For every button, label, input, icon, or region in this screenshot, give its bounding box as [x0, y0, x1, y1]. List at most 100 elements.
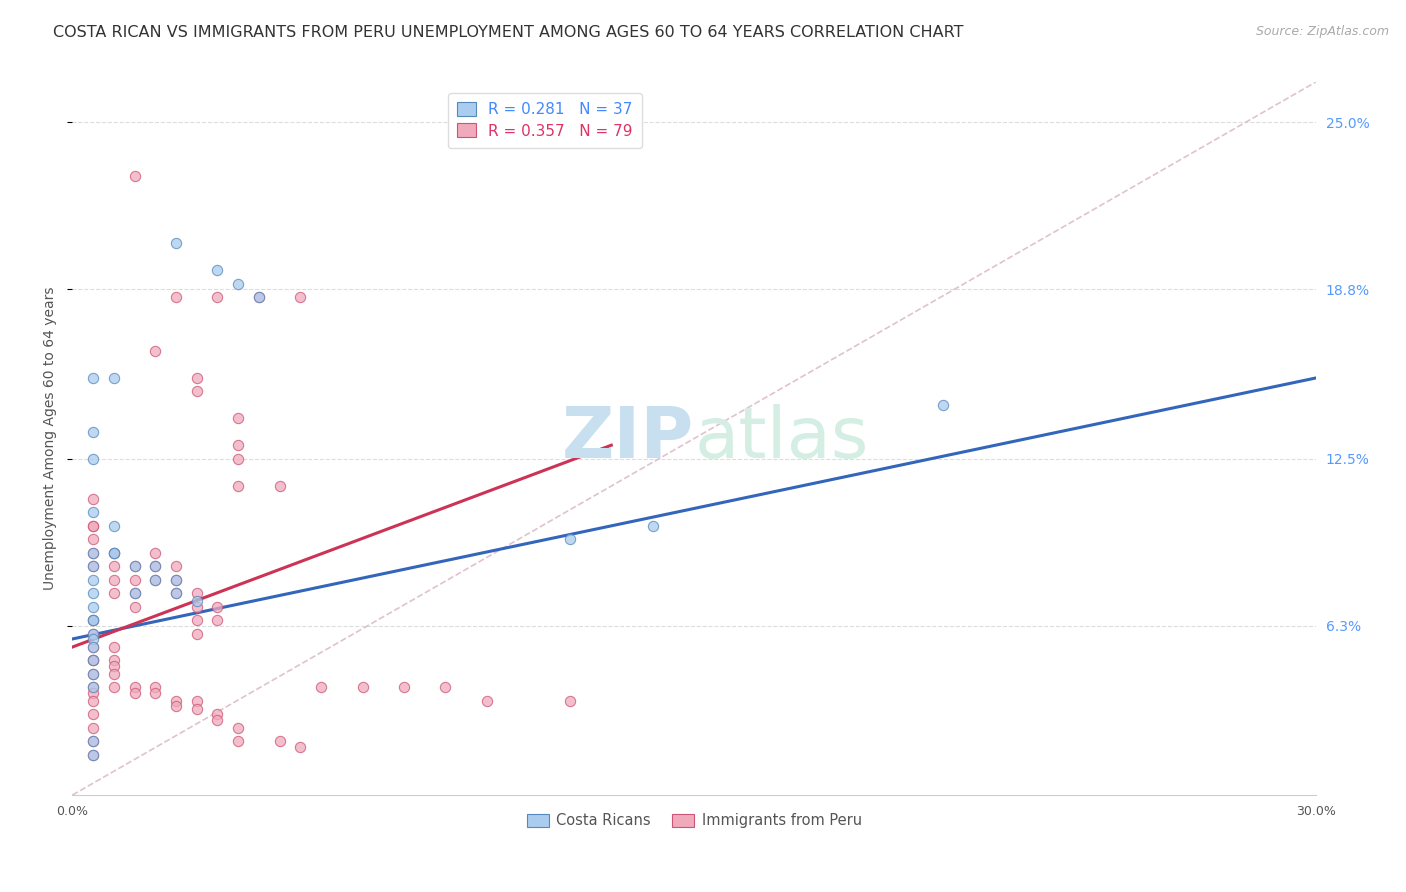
Point	[82, 694, 104, 708]
Point	[226, 478, 249, 492]
Point	[82, 559, 104, 574]
Point	[932, 398, 955, 412]
Point	[434, 681, 457, 695]
Point	[165, 694, 187, 708]
Point	[207, 290, 229, 304]
Point	[82, 371, 104, 385]
Point	[82, 613, 104, 627]
Point	[82, 519, 104, 533]
Point	[475, 694, 498, 708]
Point	[82, 667, 104, 681]
Point	[82, 546, 104, 560]
Point	[558, 533, 581, 547]
Point	[392, 681, 415, 695]
Point	[82, 686, 104, 700]
Point	[82, 734, 104, 748]
Point	[186, 371, 208, 385]
Point	[143, 573, 166, 587]
Point	[82, 613, 104, 627]
Y-axis label: Unemployment Among Ages 60 to 64 years: Unemployment Among Ages 60 to 64 years	[44, 286, 58, 591]
Text: ZIP: ZIP	[562, 404, 695, 473]
Point	[103, 681, 125, 695]
Point	[143, 559, 166, 574]
Point	[103, 658, 125, 673]
Point	[207, 713, 229, 727]
Point	[82, 640, 104, 654]
Point	[82, 653, 104, 667]
Point	[309, 681, 332, 695]
Point	[124, 169, 146, 183]
Point	[82, 425, 104, 439]
Point	[186, 694, 208, 708]
Point	[143, 559, 166, 574]
Point	[82, 599, 104, 614]
Point	[82, 491, 104, 506]
Point	[226, 438, 249, 452]
Point	[226, 277, 249, 291]
Point	[82, 653, 104, 667]
Point	[290, 739, 312, 754]
Point	[124, 586, 146, 600]
Text: COSTA RICAN VS IMMIGRANTS FROM PERU UNEMPLOYMENT AMONG AGES 60 TO 64 YEARS CORRE: COSTA RICAN VS IMMIGRANTS FROM PERU UNEM…	[53, 25, 965, 40]
Point	[207, 613, 229, 627]
Point	[103, 586, 125, 600]
Point	[226, 721, 249, 735]
Point	[82, 586, 104, 600]
Text: atlas: atlas	[695, 404, 869, 473]
Point	[82, 546, 104, 560]
Point	[143, 681, 166, 695]
Point	[82, 533, 104, 547]
Point	[165, 573, 187, 587]
Point	[82, 653, 104, 667]
Point	[103, 371, 125, 385]
Point	[82, 626, 104, 640]
Point	[165, 586, 187, 600]
Point	[103, 573, 125, 587]
Point	[165, 586, 187, 600]
Point	[82, 640, 104, 654]
Point	[558, 694, 581, 708]
Point	[103, 559, 125, 574]
Point	[82, 559, 104, 574]
Point	[186, 594, 208, 608]
Point	[165, 236, 187, 251]
Point	[186, 613, 208, 627]
Point	[143, 546, 166, 560]
Point	[124, 686, 146, 700]
Point	[247, 290, 270, 304]
Point	[269, 734, 291, 748]
Point	[186, 586, 208, 600]
Point	[226, 734, 249, 748]
Point	[103, 546, 125, 560]
Point	[269, 478, 291, 492]
Point	[186, 626, 208, 640]
Point	[82, 681, 104, 695]
Point	[124, 681, 146, 695]
Point	[165, 573, 187, 587]
Point	[186, 384, 208, 399]
Legend: Costa Ricans, Immigrants from Peru: Costa Ricans, Immigrants from Peru	[520, 807, 868, 834]
Point	[124, 559, 146, 574]
Point	[641, 519, 664, 533]
Point	[165, 699, 187, 714]
Point	[82, 451, 104, 466]
Point	[103, 667, 125, 681]
Point	[103, 653, 125, 667]
Point	[290, 290, 312, 304]
Point	[226, 411, 249, 425]
Point	[226, 451, 249, 466]
Point	[82, 721, 104, 735]
Point	[165, 290, 187, 304]
Point	[207, 599, 229, 614]
Point	[124, 599, 146, 614]
Point	[124, 559, 146, 574]
Point	[82, 681, 104, 695]
Point	[82, 573, 104, 587]
Point	[143, 344, 166, 359]
Point	[82, 734, 104, 748]
Point	[165, 559, 187, 574]
Point	[124, 586, 146, 600]
Point	[186, 702, 208, 716]
Point	[186, 599, 208, 614]
Point	[82, 613, 104, 627]
